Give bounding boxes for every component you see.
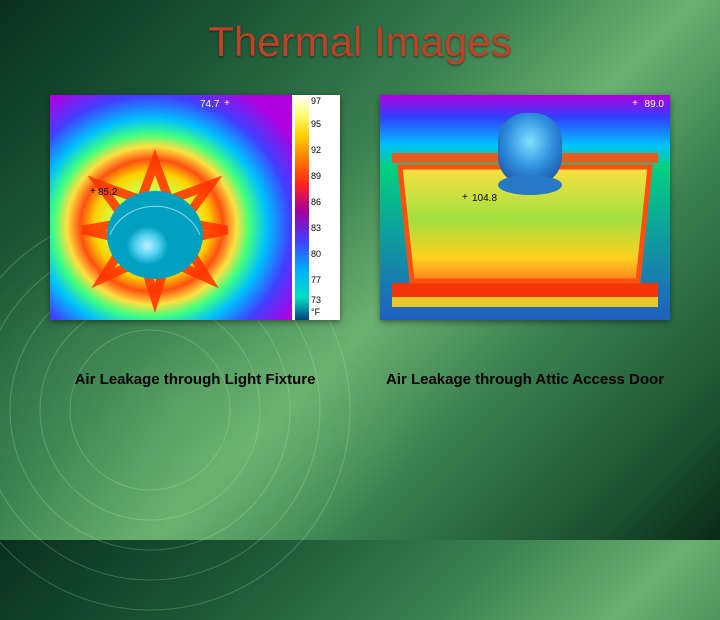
scale-tick: 97 <box>311 96 321 106</box>
thermal-image-attic-door: + 89.0 + 104.8 <box>380 95 670 320</box>
slide-title: Thermal Images <box>0 18 720 66</box>
scale-tick: 83 <box>311 223 321 233</box>
ambient-temp-label: 74.7 <box>200 99 219 110</box>
corner-temp-label: 89.0 <box>645 99 664 110</box>
color-scale-bar <box>295 95 309 320</box>
spot-cross-icon: + <box>462 193 468 203</box>
corner-cross-icon: + <box>632 99 638 109</box>
scale-unit: °F <box>311 307 320 317</box>
caption-right: Air Leakage through Attic Access Door <box>385 370 665 390</box>
caption-left: Air Leakage through Light Fixture <box>55 370 335 390</box>
spot-cross-icon: + <box>90 187 96 197</box>
scale-tick: 89 <box>311 171 321 181</box>
thermal-image-light-fixture: 74.7 + + 85.2 97 95 92 89 86 83 80 77 73… <box>50 95 340 320</box>
ambient-cross-icon: + <box>224 99 230 109</box>
scale-tick: 77 <box>311 275 321 285</box>
scale-tick: 92 <box>311 145 321 155</box>
spot-temp-label: 85.2 <box>98 187 117 198</box>
scale-tick: 86 <box>311 197 321 207</box>
scale-tick: 95 <box>311 119 321 129</box>
scale-tick: 80 <box>311 249 321 259</box>
spot-temp-label: 104.8 <box>472 193 497 204</box>
panel-right: + 89.0 + 104.8 Air Leakage through Attic… <box>380 95 670 390</box>
image-panels: 74.7 + + 85.2 97 95 92 89 86 83 80 77 73… <box>0 95 720 390</box>
color-scale-ticks: 97 95 92 89 86 83 80 77 73 °F <box>309 95 340 320</box>
scale-tick: 73 <box>311 295 321 305</box>
panel-left: 74.7 + + 85.2 97 95 92 89 86 83 80 77 73… <box>50 95 340 390</box>
color-scale: 97 95 92 89 86 83 80 77 73 °F <box>292 95 340 320</box>
